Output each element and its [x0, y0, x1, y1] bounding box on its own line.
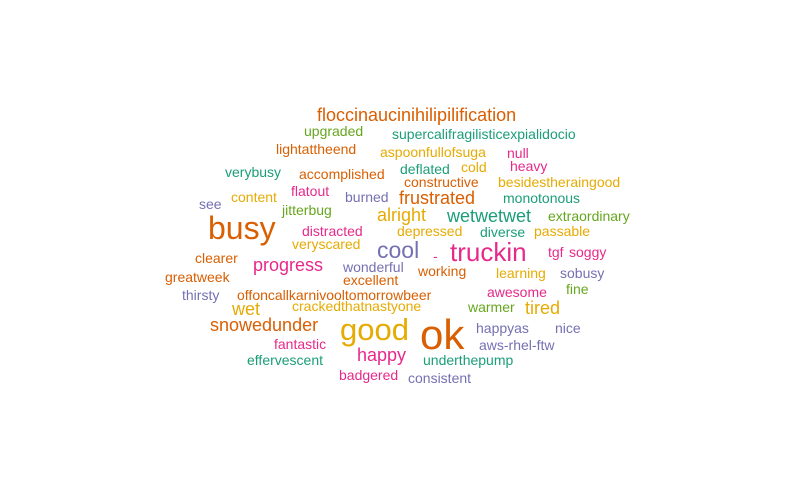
word: clearer [195, 250, 238, 266]
word: happy [357, 345, 407, 365]
word: burned [345, 189, 389, 205]
word: see [199, 196, 222, 212]
word: upgraded [304, 123, 364, 139]
word: awesome [487, 284, 547, 300]
word: extraordinary [548, 208, 630, 224]
word: depressed [397, 223, 463, 239]
word: heavy [510, 158, 548, 174]
word: happyas [476, 320, 529, 336]
word: excellent [343, 272, 399, 288]
word: thirsty [182, 287, 220, 303]
word: verybusy [225, 164, 282, 180]
word: flatout [291, 183, 330, 199]
word: frustrated [399, 188, 476, 208]
word: ok [420, 311, 465, 358]
word: - [433, 248, 438, 264]
word: fine [566, 281, 589, 297]
word: alright [377, 205, 427, 225]
word: veryscared [292, 236, 361, 252]
word: snowedunder [210, 315, 319, 335]
word: wet [232, 299, 261, 319]
word: content [231, 189, 277, 205]
word: effervescent [247, 352, 324, 368]
word: soggy [569, 244, 607, 260]
word: lightattheend [276, 141, 357, 157]
word: tired [525, 298, 561, 318]
word: consistent [408, 370, 472, 386]
word: tgf [548, 244, 564, 260]
word: passable [534, 223, 591, 239]
word: cool [377, 237, 420, 263]
word: nice [555, 320, 581, 336]
word: besidestheraingood [498, 174, 621, 190]
word: badgered [339, 367, 399, 383]
word: learning [496, 265, 546, 281]
word: fantastic [274, 336, 327, 352]
word: underthepump [423, 352, 514, 368]
word: working [418, 263, 467, 279]
word: good [340, 312, 409, 347]
word: warmer [468, 299, 515, 315]
word: wetwetwet [447, 206, 532, 226]
word: deflated [400, 161, 450, 177]
word: progress [253, 255, 324, 275]
word: jitterbug [282, 202, 332, 218]
word: truckin [450, 237, 527, 267]
word: diverse [480, 224, 526, 240]
word: crackedthatnastyone [292, 298, 422, 314]
word: monotonous [503, 190, 581, 206]
word: aspoonfullofsuga [380, 144, 486, 160]
word: distracted [302, 223, 363, 239]
word: null [507, 145, 529, 161]
word: busy [208, 210, 276, 246]
word: supercalifragilisticexpialidocio [392, 126, 576, 142]
word: offoncallkarnivooltomorrowbeer [237, 287, 432, 303]
word: wonderful [343, 259, 404, 275]
word: floccinaucinihilipilification [317, 105, 517, 125]
word: aws-rhel-ftw [479, 337, 555, 353]
word: cold [461, 159, 487, 175]
word: constructive [404, 174, 479, 190]
word: sobusy [560, 265, 605, 281]
word: accomplished [299, 166, 385, 182]
word: greatweek [165, 269, 230, 285]
